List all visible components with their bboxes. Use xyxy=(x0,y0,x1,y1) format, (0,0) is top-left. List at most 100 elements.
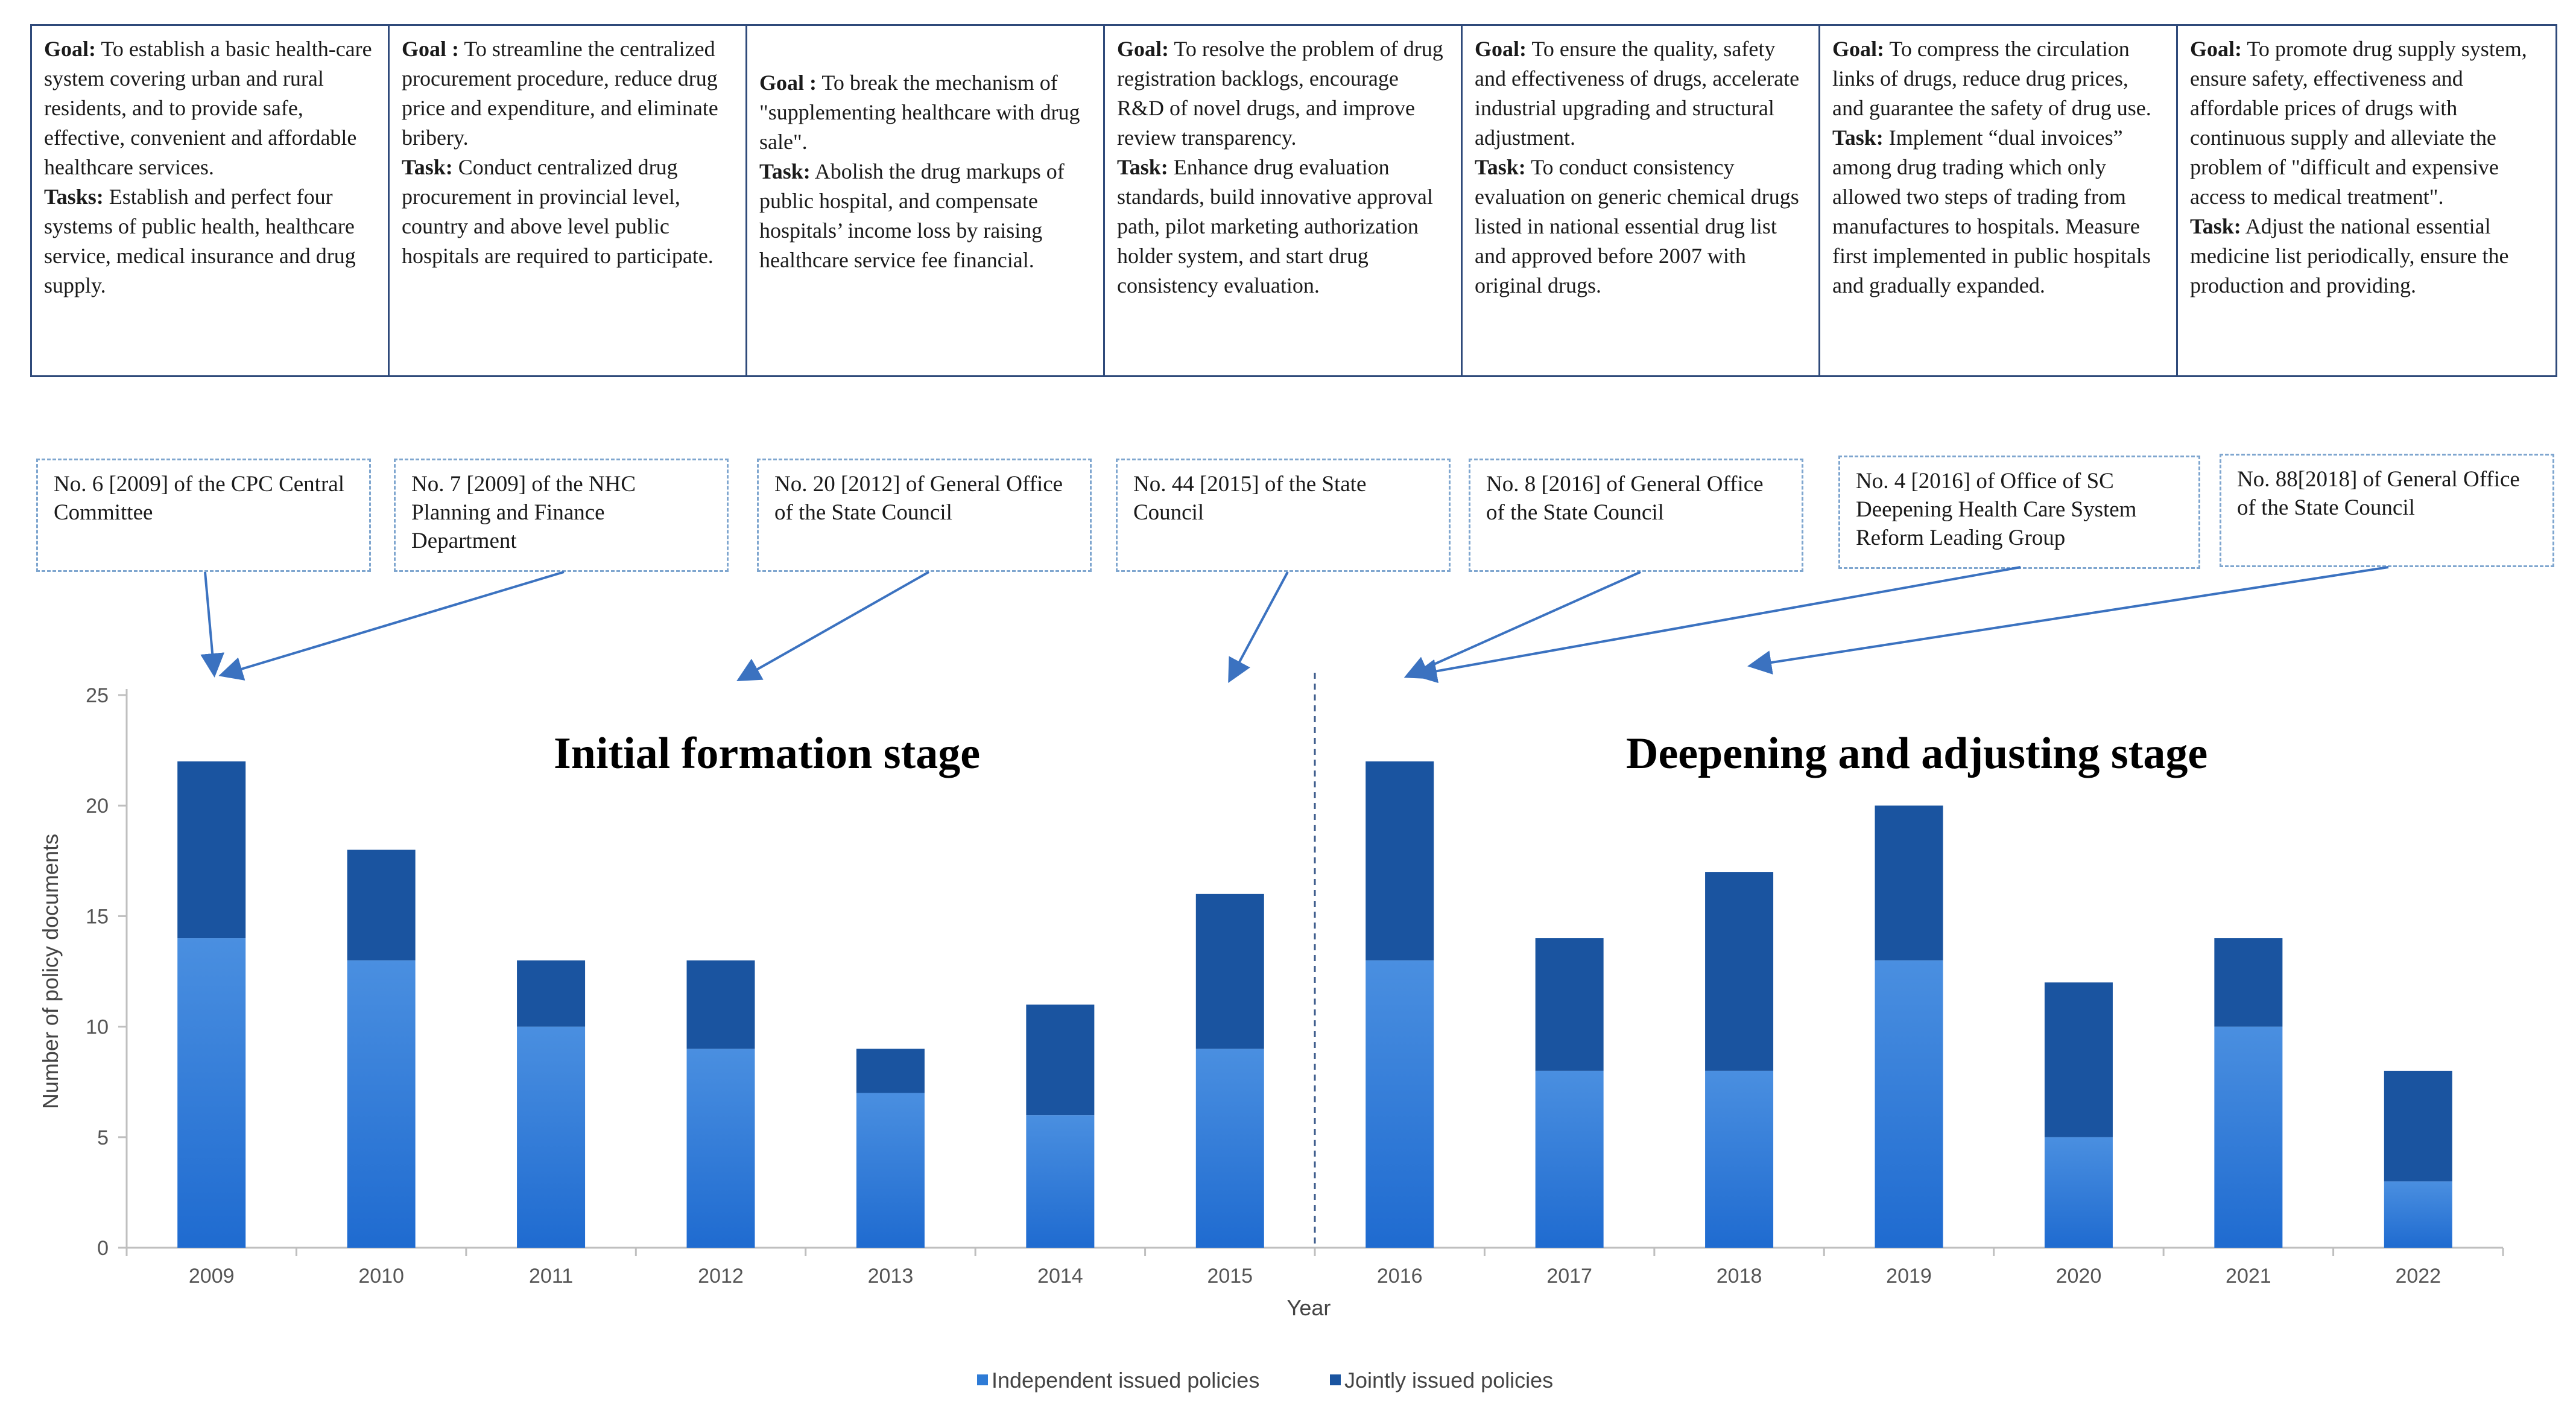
stage-title-deepening: Deepening and adjusting stage xyxy=(1626,729,2208,778)
bar-jointly-2018 xyxy=(1705,872,1774,1071)
bar-jointly-2014 xyxy=(1026,1004,1095,1116)
goal-box-2: Goal : To streamline the centralized pro… xyxy=(388,24,747,377)
goal-label: Goal: xyxy=(1832,37,1884,61)
stage-title-initial: Initial formation stage xyxy=(554,729,981,778)
policy-doc-text: No. 6 [2009] of the CPC Central Committe… xyxy=(54,472,344,525)
goal-text: To compress the circulation links of dru… xyxy=(1832,37,2151,120)
bar-jointly-2012 xyxy=(686,960,755,1049)
x-tick-label: 2011 xyxy=(529,1265,573,1288)
connector-arrows xyxy=(200,566,2389,684)
goal-text: To promote drug supply system, ensure sa… xyxy=(2190,37,2527,209)
x-tick-label: 2016 xyxy=(1377,1265,1423,1288)
y-tick-label: 15 xyxy=(86,905,109,928)
bar-independent-2009 xyxy=(177,938,246,1248)
goal-label: Goal: xyxy=(44,37,96,61)
task-text: Establish and perfect four systems of pu… xyxy=(44,185,356,297)
bar-jointly-2021 xyxy=(2214,938,2283,1027)
bar-independent-2013 xyxy=(856,1093,925,1248)
connector-arrow-3 xyxy=(736,571,929,681)
policy-doc-box-1: No. 6 [2009] of the CPC Central Committe… xyxy=(36,459,371,572)
policy-doc-text: No. 20 [2012] of General Office of the S… xyxy=(774,472,1063,525)
bar-jointly-2013 xyxy=(856,1049,925,1093)
policy-doc-box-4: No. 44 [2015] of the State Council xyxy=(1116,459,1451,572)
policy-doc-box-5: No. 8 [2016] of General Office of the St… xyxy=(1469,459,1803,572)
policy-doc-box-3: No. 20 [2012] of General Office of the S… xyxy=(757,459,1092,572)
goal-label: Goal : xyxy=(402,37,459,61)
y-axis-title: Number of policy documents xyxy=(38,834,63,1109)
task-text: To conduct consistency evaluation on gen… xyxy=(1475,155,1799,297)
task-text: Conduct centralized drug procurement in … xyxy=(402,155,714,268)
x-tick-label: 2017 xyxy=(1546,1265,1592,1288)
goal-text: To resolve the problem of drug registrat… xyxy=(1117,37,1443,150)
task-text: Enhance drug evaluation standards, build… xyxy=(1117,155,1433,297)
bar-jointly-2015 xyxy=(1195,894,1264,1049)
bar-jointly-2022 xyxy=(2384,1070,2452,1182)
goal-text: To ensure the quality, safety and effect… xyxy=(1475,37,1800,150)
y-tick-label: 20 xyxy=(86,795,109,818)
goal-label: Goal : xyxy=(759,71,817,95)
bar-jointly-2020 xyxy=(2044,982,2113,1137)
bar-jointly-2016 xyxy=(1366,761,1434,961)
x-tick-label: 2015 xyxy=(1207,1265,1253,1288)
goal-text: To break the mechanism of "supplementing… xyxy=(759,71,1080,154)
connector-arrow-5 xyxy=(1404,571,1641,679)
bar-independent-2017 xyxy=(1535,1070,1604,1248)
task-label: Task: xyxy=(2190,214,2241,238)
policy-doc-box-2: No. 7 [2009] of the NHC Planning and Fin… xyxy=(394,459,729,572)
goal-text: To streamline the centralized procuremen… xyxy=(402,37,718,150)
x-tick-label: 2020 xyxy=(2056,1265,2102,1288)
x-tick-label: 2009 xyxy=(189,1265,235,1288)
task-label: Task: xyxy=(1832,125,1884,150)
bar-jointly-2009 xyxy=(177,761,246,939)
y-tick-label: 5 xyxy=(97,1126,109,1149)
policy-doc-box-6: No. 4 [2016] of Office of SC Deepening H… xyxy=(1838,456,2200,569)
x-tick-label: 2022 xyxy=(2395,1265,2441,1288)
bar-independent-2019 xyxy=(1875,960,1943,1248)
goal-text: To establish a basic health-care system … xyxy=(44,37,372,179)
chart-bars xyxy=(177,761,2452,1248)
bar-independent-2012 xyxy=(686,1049,755,1248)
goal-box-7: Goal: To promote drug supply system, ens… xyxy=(2176,24,2557,377)
connector-arrow-7 xyxy=(1747,566,2389,675)
x-tick-label: 2010 xyxy=(358,1265,404,1288)
bar-jointly-2017 xyxy=(1535,938,1604,1071)
goal-box-5: Goal: To ensure the quality, safety and … xyxy=(1461,24,1820,377)
legend-swatch-independent xyxy=(977,1374,988,1385)
bar-jointly-2010 xyxy=(347,850,416,961)
task-label: Task: xyxy=(1475,155,1526,179)
task-label: Task: xyxy=(1117,155,1168,179)
x-tick-label: 2014 xyxy=(1037,1265,1083,1288)
x-tick-label: 2012 xyxy=(698,1265,744,1288)
task-text: Implement “dual invoices” among drug tra… xyxy=(1832,125,2151,297)
bar-independent-2011 xyxy=(517,1026,586,1248)
task-label: Tasks: xyxy=(44,185,104,209)
y-tick-label: 25 xyxy=(86,684,109,707)
chart-legend: Independent issued policies Jointly issue… xyxy=(977,1368,1553,1393)
bar-independent-2020 xyxy=(2044,1137,2113,1248)
bar-jointly-2011 xyxy=(517,960,586,1027)
goal-label: Goal: xyxy=(2190,37,2242,61)
task-label: Task: xyxy=(759,159,811,183)
chart-labels: 0 5 10 15 20 25 2009 2010 2011 2012 2013 2014 2015 20… xyxy=(38,684,2441,1320)
goal-box-3: Goal : To break the mechanism of "supple… xyxy=(745,24,1105,377)
y-tick-label: 10 xyxy=(86,1016,109,1039)
goal-box-1: Goal: To establish a basic health-care s… xyxy=(30,24,390,377)
policy-doc-text: No. 8 [2016] of General Office of the St… xyxy=(1486,472,1764,525)
goal-box-4: Goal: To resolve the problem of drug reg… xyxy=(1103,24,1463,377)
x-axis-title: Year xyxy=(1287,1295,1331,1320)
x-tick-label: 2018 xyxy=(1717,1265,1762,1288)
policy-doc-text: No. 4 [2016] of Office of SC Deepening H… xyxy=(1856,469,2137,550)
bar-independent-2018 xyxy=(1705,1070,1774,1248)
bar-independent-2016 xyxy=(1366,960,1434,1248)
goal-label: Goal: xyxy=(1475,37,1527,61)
bar-independent-2010 xyxy=(347,960,416,1248)
task-text: Abolish the drug markups of public hospi… xyxy=(759,159,1065,272)
legend-swatch-jointly xyxy=(1330,1374,1341,1385)
x-tick-label: 2021 xyxy=(2226,1265,2271,1288)
connector-arrow-2 xyxy=(218,571,565,681)
bar-independent-2021 xyxy=(2214,1026,2283,1248)
bar-independent-2022 xyxy=(2384,1181,2452,1248)
x-tick-label: 2019 xyxy=(1886,1265,1932,1288)
